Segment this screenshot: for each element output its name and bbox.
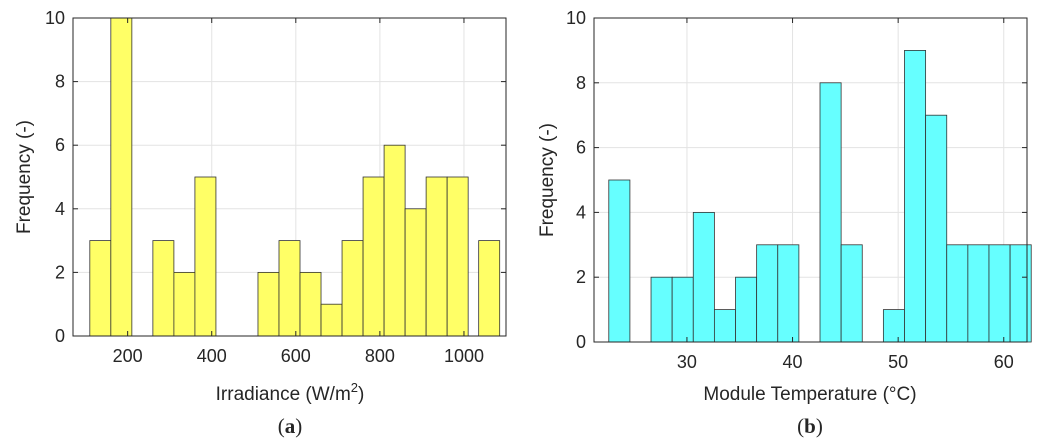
chart-b-bar: [756, 244, 779, 343]
chart-a-bar: [404, 208, 427, 337]
chart-a-ytick-label: 10: [45, 8, 65, 28]
chart-b-ytick-label: 10: [566, 8, 586, 28]
chart-a-bar: [362, 176, 385, 337]
chart-b-bar: [735, 276, 758, 343]
chart-a-ytick-label: 6: [55, 135, 65, 155]
chart-a-bar: [425, 176, 448, 337]
chart-a-xtick-label: 200: [113, 346, 143, 366]
chart-a-bar: [478, 240, 501, 337]
chart-b-ytick-label: 8: [576, 73, 586, 93]
chart-b-bar: [671, 276, 694, 343]
chart-b: 30 40 50 60 0 2 4 6 8 10 Frequency (-) Module Tem…: [537, 8, 1032, 438]
chart-b-ytick-label: 6: [576, 138, 586, 158]
chart-b-bar: [777, 244, 800, 343]
chart-b-bars: [608, 50, 1032, 343]
chart-b-axes-box: [593, 17, 1028, 343]
chart-b-bar: [925, 114, 948, 343]
chart-a-xtick-label: 600: [281, 346, 311, 366]
chart-a-xlabel-sup: 2: [351, 380, 358, 395]
chart-a-xtick-label: 400: [197, 346, 227, 366]
chart-b-ytick-label: 2: [576, 267, 586, 287]
chart-b-ytick-label: 4: [576, 202, 586, 222]
chart-b-bar: [608, 179, 631, 343]
chart-a-ylabel: Frequency (-): [14, 120, 35, 234]
chart-a-bar: [299, 271, 322, 337]
chart-b-bar: [650, 276, 673, 343]
chart-b-xtick-label: 30: [677, 352, 697, 372]
chart-b-xtick-label: 40: [783, 352, 803, 372]
chart-b-panel-label: (b): [797, 414, 823, 438]
chart-b-ytick-label: 0: [576, 332, 586, 352]
chart-a-axes-box: [72, 17, 507, 337]
chart-a-bar: [89, 240, 112, 337]
chart-b-bar: [988, 244, 1011, 343]
chart-b-bar: [967, 244, 990, 343]
chart-a-xtick-label: 1000: [444, 346, 484, 366]
chart-b-bar: [840, 244, 863, 343]
chart-b-bar: [692, 211, 715, 343]
chart-a-xlabel: Irradiance (W/m2): [216, 380, 365, 405]
chart-a-bar: [194, 176, 217, 337]
chart-b-bar: [819, 82, 842, 343]
chart-a-bar: [173, 271, 196, 337]
chart-b-bar: [1009, 244, 1032, 343]
chart-a-panel-letter: a: [285, 414, 296, 438]
chart-a-bar: [110, 17, 133, 337]
chart-a-ticks: 200 400 600 800 1000 0 2 4 6 8 10: [45, 8, 506, 366]
chart-a-xlabel-main: Irradiance (W/m: [216, 384, 351, 405]
chart-b-bar: [713, 309, 736, 343]
chart-b-xtick-label: 50: [888, 352, 908, 372]
chart-b-xtick-label: 60: [994, 352, 1014, 372]
chart-b-bar: [904, 50, 927, 343]
chart-a-ytick-label: 8: [55, 72, 65, 92]
chart-a-bar: [278, 240, 301, 337]
chart-b-ylabel: Frequency (-): [537, 123, 558, 237]
chart-a-bar: [341, 240, 364, 337]
chart-a-ytick-label: 2: [55, 262, 65, 282]
chart-a-xtick-label: 800: [365, 346, 395, 366]
chart-a: 200 400 600 800 1000 0 2 4 6 8 10 Frequency (-) Ir…: [14, 8, 507, 438]
chart-b-ticks: 30 40 50 60 0 2 4 6 8 10: [566, 8, 1027, 372]
chart-a-bar: [446, 176, 469, 337]
chart-a-bar: [257, 271, 280, 337]
chart-a-bar: [152, 240, 175, 337]
chart-a-xlabel-tail: ): [358, 384, 364, 405]
chart-b-bar: [882, 309, 905, 343]
chart-b-xlabel: Module Temperature (°C): [703, 384, 916, 405]
chart-a-panel-label: (a): [278, 414, 303, 438]
chart-a-bar: [383, 144, 406, 337]
chart-a-ytick-label: 4: [55, 199, 65, 219]
chart-b-bar: [946, 244, 969, 343]
chart-b-panel-letter: b: [804, 414, 816, 438]
chart-a-ytick-label: 0: [55, 326, 65, 346]
chart-a-bar: [320, 303, 343, 337]
